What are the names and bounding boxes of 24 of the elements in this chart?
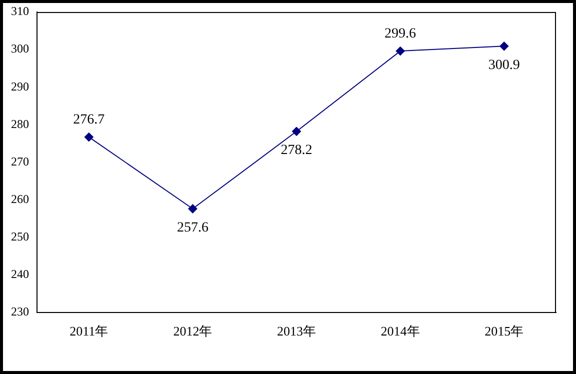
point	[188, 204, 198, 214]
y-tick-label: 290	[11, 79, 29, 94]
x-tick-label: 2012年	[173, 324, 212, 339]
x-tick-label: 2014年	[380, 324, 420, 339]
data-label: 276.7	[73, 112, 105, 128]
x-tick-label: 2013年	[277, 324, 316, 339]
y-tick-label: 310	[11, 4, 29, 18]
data-label: 299.6	[384, 26, 416, 42]
y-tick-label: 250	[11, 229, 29, 244]
point	[292, 126, 301, 136]
data-label: 278.2	[280, 143, 312, 158]
y-tick-label: 240	[11, 267, 29, 282]
y-tick-label: 270	[11, 154, 29, 168]
x-tick-label: 2015年	[484, 324, 524, 339]
point	[84, 132, 94, 142]
data-label: 300.9	[488, 58, 520, 73]
y-tick-label: 280	[11, 116, 29, 131]
point	[396, 46, 405, 56]
data-label: 257.6	[176, 220, 208, 236]
point	[500, 42, 509, 51]
y-tick-label: 230	[11, 304, 29, 319]
x-tick-label: 2011年	[70, 324, 108, 339]
y-tick-label: 260	[11, 192, 29, 206]
y-tick-label: 300	[11, 42, 29, 56]
